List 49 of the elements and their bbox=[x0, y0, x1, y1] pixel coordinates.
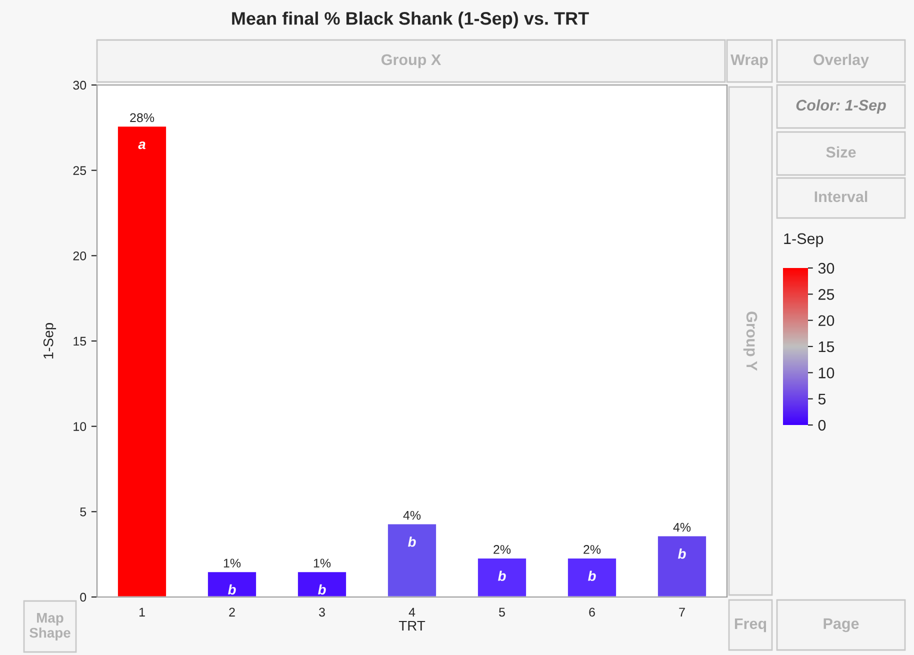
color-bar-label: 5 bbox=[818, 394, 826, 405]
text: Group X bbox=[382, 54, 441, 68]
y-tick-label: 25 bbox=[73, 166, 86, 175]
color-bar-label: 20 bbox=[818, 315, 834, 326]
chart-title: Mean final % Black Shank (1-Sep) vs. TRT bbox=[232, 12, 589, 28]
text: Wrap bbox=[730, 54, 768, 68]
data-label: 1% bbox=[224, 558, 241, 568]
x-tick-label: 5 bbox=[499, 608, 505, 617]
x-tick-label: 4 bbox=[408, 608, 416, 616]
annotation: b bbox=[588, 570, 596, 581]
color-bar-label: 30 bbox=[818, 262, 834, 274]
annotation: b bbox=[408, 536, 416, 547]
x-tick-label: 1 bbox=[139, 608, 145, 616]
y-tick-label: 20 bbox=[73, 251, 86, 260]
x-tick-label: 7 bbox=[679, 608, 685, 616]
text: Interval bbox=[814, 190, 868, 202]
data-label: 1% bbox=[314, 558, 331, 568]
color-bar-label: 10 bbox=[818, 368, 834, 378]
text: Group Y bbox=[743, 312, 758, 371]
text: Color: 1-Sep bbox=[796, 99, 886, 114]
y-tick-label: 5 bbox=[80, 508, 86, 516]
text: Freq bbox=[734, 618, 766, 632]
data-label: 28% bbox=[130, 113, 154, 122]
x-tick-label: 3 bbox=[319, 608, 325, 617]
color-bar-title: 1-Sep bbox=[784, 233, 824, 248]
annotation: b bbox=[228, 584, 236, 595]
x-tick-label: 6 bbox=[589, 608, 595, 617]
annotation: b bbox=[678, 548, 686, 559]
x-tick-label: 2 bbox=[229, 608, 235, 616]
x-axis-title: TRT bbox=[398, 620, 426, 631]
text: Map Shape bbox=[30, 613, 70, 640]
data-label: 4% bbox=[403, 510, 421, 520]
data-label: 4% bbox=[673, 522, 691, 532]
y-tick-label: 0 bbox=[80, 592, 86, 602]
annotation: a bbox=[138, 142, 146, 150]
y-tick-label: 10 bbox=[74, 422, 86, 431]
y-tick-label: 15 bbox=[74, 336, 86, 346]
color-bar-label: 15 bbox=[818, 342, 834, 352]
data-label: 2% bbox=[494, 545, 511, 554]
text: Overlay bbox=[814, 54, 869, 68]
data-label: 2% bbox=[584, 545, 601, 554]
annotation: b bbox=[498, 570, 506, 581]
y-tick-label: 30 bbox=[73, 80, 86, 90]
text: Page bbox=[824, 618, 859, 632]
color-bar-label: 25 bbox=[818, 289, 834, 300]
annotation: b bbox=[318, 584, 326, 595]
color-bar-label: 0 bbox=[818, 420, 826, 431]
text: Size bbox=[826, 146, 856, 158]
y-axis-title: 1-Sep bbox=[43, 323, 56, 358]
